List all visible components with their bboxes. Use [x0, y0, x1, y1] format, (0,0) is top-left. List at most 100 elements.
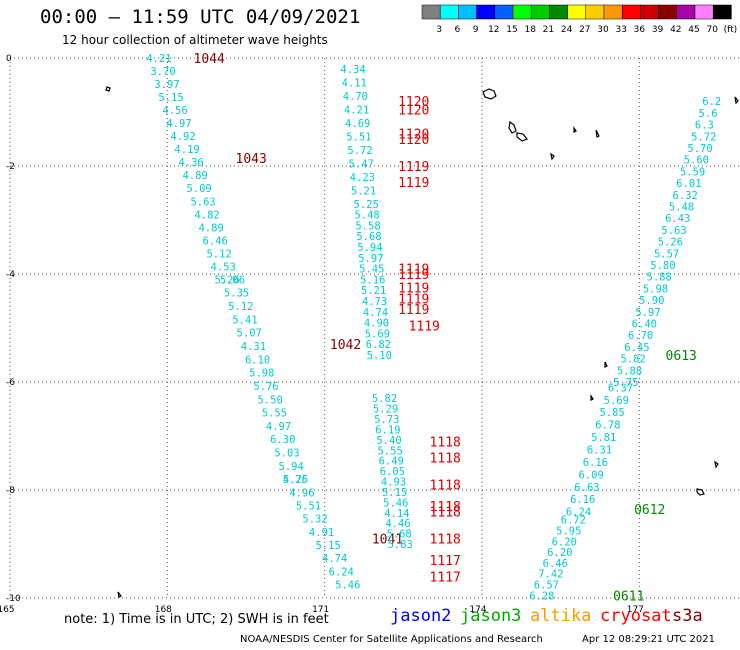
wave-height-value: 4.97 [266, 421, 291, 433]
wave-height-value: 4.69 [345, 118, 370, 130]
wave-height-value: 5.98 [643, 283, 668, 295]
longitude-tick-label: 174 [469, 605, 486, 615]
wave-height-value: 6.82 [366, 339, 391, 351]
wave-height-value: 5.26 [658, 237, 683, 249]
pass-time-label: 1041 [372, 533, 403, 548]
wave-height-value: 5.10 [367, 350, 392, 362]
wave-height-value: 6.78 [595, 420, 620, 432]
wave-height-value: 5.21 [361, 285, 386, 297]
wave-height-value: 5.72 [691, 131, 716, 143]
wave-height-value: 5.69 [365, 328, 390, 340]
wave-height-value: 5.40 [376, 435, 401, 447]
wave-height-value: 6.24 [329, 566, 354, 578]
color-scale-label: 39 [652, 25, 664, 35]
wave-height-value: 5.97 [358, 253, 383, 265]
pass-time-label: 1117 [430, 554, 461, 569]
pass-time-label: 1117 [430, 570, 461, 585]
wave-height-value: 5.72 [347, 145, 372, 157]
wave-height-value: 4.73 [362, 296, 387, 308]
wave-height-value: 5.88 [617, 365, 642, 377]
wave-height-value: 6.2 [702, 96, 721, 108]
wave-height-value: 4.96 [289, 487, 314, 499]
pass-time-label: 1119 [398, 282, 429, 297]
wave-height-value: 3.70 [150, 66, 175, 78]
wave-height-value: 5.29 [373, 404, 398, 416]
wave-height-value: 4.70 [343, 91, 368, 103]
wave-height-value: 5.46 [335, 580, 360, 592]
track-1043: 4.213.703.975.154.564.974.924.194.364.89… [146, 52, 266, 286]
satellite-cryosat: cryosat [600, 606, 672, 626]
map-title: 00:00 — 11:59 UTC 04/09/2021 [40, 6, 361, 28]
longitude-tick-label: 165 [0, 605, 15, 615]
island-outline [604, 361, 608, 368]
latitude-tick-label: 0 [6, 54, 12, 64]
wave-height-value: 5.07 [237, 328, 262, 340]
wave-height-value: 5.58 [355, 220, 380, 232]
footer-note: note: 1) Time is in UTC; 2) SWH is in fe… [64, 612, 329, 627]
wave-height-value: 5.68 [356, 231, 381, 243]
wave-height-value: 4.21 [344, 104, 369, 116]
pass-time-label: 1119 [398, 263, 429, 278]
island-outline [105, 86, 111, 92]
longitude-tick-label: 171 [312, 605, 329, 615]
wave-height-value: 5.26 [215, 274, 240, 286]
pass-time-label: 1119 [398, 292, 429, 307]
pass-time-label: 1118 [430, 533, 461, 548]
island-outline [482, 88, 497, 100]
island-outline [508, 120, 517, 134]
wave-height-value: 5.48 [669, 202, 694, 214]
wave-height-value: 6.01 [676, 178, 701, 190]
graticule [9, 57, 740, 599]
satellite-jason2: jason2 [390, 606, 452, 626]
wave-height-value: 5.12 [228, 301, 253, 313]
color-scale-label: 18 [524, 25, 536, 35]
wave-height-value: 5.09 [186, 183, 211, 195]
island-outline [516, 132, 528, 142]
wave-height-value: 5.88 [647, 272, 672, 284]
wave-height-value: 5.25 [354, 199, 379, 211]
pass-time-label: 1119 [398, 176, 429, 191]
color-scale-label: 15 [506, 25, 517, 35]
wave-height-value: 5.15 [315, 540, 340, 552]
wave-height-value: 6.09 [578, 469, 603, 481]
wave-height-value: 5.55 [262, 408, 287, 420]
wave-height-value: 4.74 [322, 553, 347, 565]
wave-height-value: 6.49 [379, 456, 404, 468]
latitude-tick-label: -2 [6, 162, 15, 172]
island-outline [714, 460, 719, 469]
wave-height-value: 4.14 [384, 508, 409, 520]
wave-height-value: 5.41 [232, 314, 257, 326]
wave-height-value: 5.03 [274, 448, 299, 460]
wave-height-value: 5.85 [599, 407, 624, 419]
wave-height-value: 5.55 [377, 445, 402, 457]
color-scale-label: 9 [473, 25, 479, 35]
wave-height-value: 6.40 [632, 319, 657, 331]
latitude-tick-label: -6 [6, 378, 15, 388]
wave-height-value: 6.16 [583, 457, 608, 469]
wave-height-value: 5.75 [613, 377, 638, 389]
pass-time-label: 1042 [330, 338, 361, 353]
wave-height-value: 5.68 [386, 529, 411, 541]
wave-height-value: 5.69 [604, 395, 629, 407]
wave-height-value: 5.76 [253, 381, 278, 393]
color-scale-label: 3 [436, 25, 442, 35]
wave-height-value: 4.56 [162, 105, 187, 117]
color-scale-label: 42 [670, 25, 681, 35]
wave-height-value: 5.90 [639, 295, 664, 307]
wave-height-value: 5.51 [346, 131, 371, 143]
wave-height-value: 4.31 [241, 341, 266, 353]
wave-height-value: 6.24 [566, 507, 591, 519]
wave-height-value: 4.91 [309, 527, 334, 539]
pass-time-label: 1118 [430, 452, 461, 467]
track-1120: 4.344.11 4.704.21 4.695.51 5.725.47 4.235.21… [340, 64, 429, 198]
color-scale-label: 30 [597, 25, 609, 35]
satellite-s3a: s3a [672, 606, 703, 626]
pass-time-label: 1118 [430, 500, 461, 515]
wave-height-value: 5.12 [207, 248, 232, 260]
wave-height-value: 5.82 [621, 354, 646, 366]
pass-time-label: 1118 [430, 479, 461, 494]
wave-height-value: 5.26 [283, 474, 308, 486]
wave-height-value: 4.19 [174, 144, 199, 156]
color-scale-label: 21 [543, 25, 554, 35]
wave-height-value: 5.63 [661, 225, 686, 237]
